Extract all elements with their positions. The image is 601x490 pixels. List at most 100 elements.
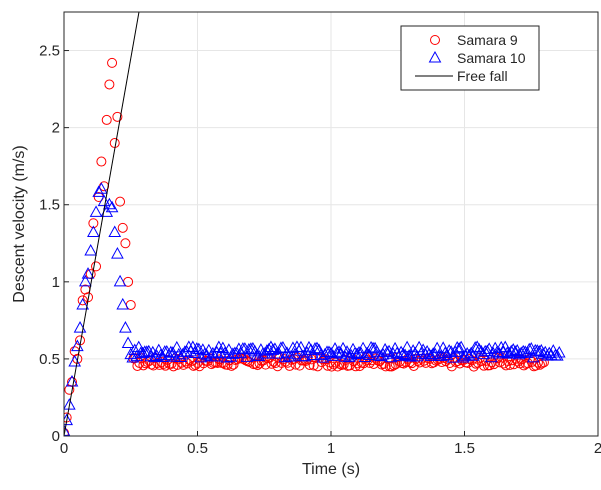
data-point bbox=[119, 321, 132, 333]
data-point bbox=[113, 274, 127, 287]
data-point bbox=[310, 341, 324, 354]
data-point bbox=[446, 351, 460, 363]
data-point bbox=[362, 348, 376, 360]
data-point bbox=[350, 347, 364, 360]
data-point bbox=[84, 243, 98, 256]
data-point bbox=[168, 361, 179, 372]
data-point bbox=[400, 357, 411, 368]
data-point bbox=[88, 218, 99, 229]
data-point bbox=[338, 359, 349, 370]
y-tick-label: 2.5 bbox=[39, 43, 60, 60]
data-point bbox=[342, 350, 356, 363]
legend-marker-icon bbox=[430, 35, 440, 45]
data-point bbox=[198, 347, 212, 359]
data-point bbox=[396, 347, 410, 360]
data-point bbox=[105, 200, 119, 213]
data-point bbox=[104, 79, 115, 90]
data-point bbox=[97, 194, 111, 207]
series-samara-10 bbox=[64, 182, 566, 436]
data-point bbox=[314, 348, 328, 361]
x-tick-label: 0.5 bbox=[187, 440, 208, 457]
data-point bbox=[238, 342, 252, 354]
data-point bbox=[240, 350, 254, 362]
y-tick-label: 0.5 bbox=[39, 351, 60, 368]
data-point bbox=[442, 344, 456, 356]
x-tick-label: 0 bbox=[60, 440, 68, 457]
data-point bbox=[454, 340, 468, 353]
legend-marker-icon bbox=[428, 50, 442, 63]
data-point bbox=[81, 267, 95, 279]
data-point bbox=[176, 347, 190, 360]
data-point bbox=[288, 347, 302, 360]
data-point bbox=[87, 225, 100, 237]
x-axis-label: Time (s) bbox=[302, 461, 360, 478]
data-point bbox=[194, 350, 208, 363]
data-point bbox=[101, 114, 112, 125]
data-point bbox=[388, 341, 402, 354]
data-point bbox=[522, 342, 536, 355]
data-point bbox=[222, 359, 233, 370]
data-point bbox=[500, 346, 514, 358]
series-free-fall bbox=[64, 12, 140, 436]
data-point bbox=[272, 347, 286, 359]
y-tick-label: 1 bbox=[52, 274, 60, 291]
data-point bbox=[500, 360, 511, 371]
data-point bbox=[284, 350, 298, 362]
x-tick-label: 2 bbox=[594, 440, 601, 457]
data-point bbox=[484, 360, 495, 371]
data-point bbox=[152, 343, 166, 356]
data-point bbox=[111, 247, 124, 259]
data-point bbox=[115, 196, 126, 207]
data-point bbox=[91, 261, 102, 272]
legend: Samara 9 Samara 10 Free fall bbox=[400, 25, 540, 91]
x-tick-label: 1 bbox=[327, 440, 335, 457]
legend-label: Free fall bbox=[457, 68, 508, 84]
data-point bbox=[64, 424, 71, 436]
data-point bbox=[512, 347, 526, 360]
data-point bbox=[154, 348, 168, 361]
free-fall-line bbox=[64, 12, 140, 436]
data-point bbox=[116, 297, 130, 310]
data-point bbox=[89, 205, 103, 217]
data-point bbox=[64, 398, 76, 410]
data-point bbox=[121, 336, 135, 348]
data-point bbox=[480, 344, 494, 357]
data-point bbox=[546, 344, 560, 356]
legend-label: Samara 10 bbox=[457, 50, 526, 66]
data-point bbox=[364, 340, 378, 353]
data-point bbox=[108, 225, 122, 237]
data-point bbox=[266, 358, 277, 369]
data-point bbox=[96, 156, 107, 167]
data-point bbox=[64, 384, 75, 395]
data-point bbox=[168, 350, 182, 362]
data-point bbox=[266, 343, 280, 355]
y-tick-label: 1.5 bbox=[39, 197, 60, 214]
data-point bbox=[400, 340, 414, 353]
legend-box bbox=[400, 25, 540, 91]
data-point bbox=[302, 340, 316, 353]
data-point bbox=[76, 297, 90, 310]
y-tick-label: 2 bbox=[52, 120, 60, 137]
data-point bbox=[95, 182, 108, 194]
data-point bbox=[518, 345, 532, 357]
x-tick-label: 1.5 bbox=[454, 440, 475, 457]
data-point bbox=[276, 341, 290, 353]
data-point bbox=[107, 57, 118, 68]
data-layer bbox=[64, 12, 566, 436]
data-point bbox=[120, 238, 131, 249]
data-point bbox=[506, 343, 520, 355]
data-point bbox=[552, 345, 566, 358]
data-point bbox=[92, 185, 106, 197]
data-point bbox=[470, 340, 484, 352]
data-point bbox=[428, 347, 442, 360]
data-point bbox=[330, 346, 344, 358]
data-point bbox=[148, 350, 162, 363]
data-point bbox=[142, 344, 156, 357]
data-point bbox=[79, 274, 92, 287]
data-point bbox=[332, 345, 346, 357]
data-point bbox=[190, 342, 204, 354]
data-point bbox=[65, 374, 79, 387]
data-point bbox=[64, 413, 74, 426]
